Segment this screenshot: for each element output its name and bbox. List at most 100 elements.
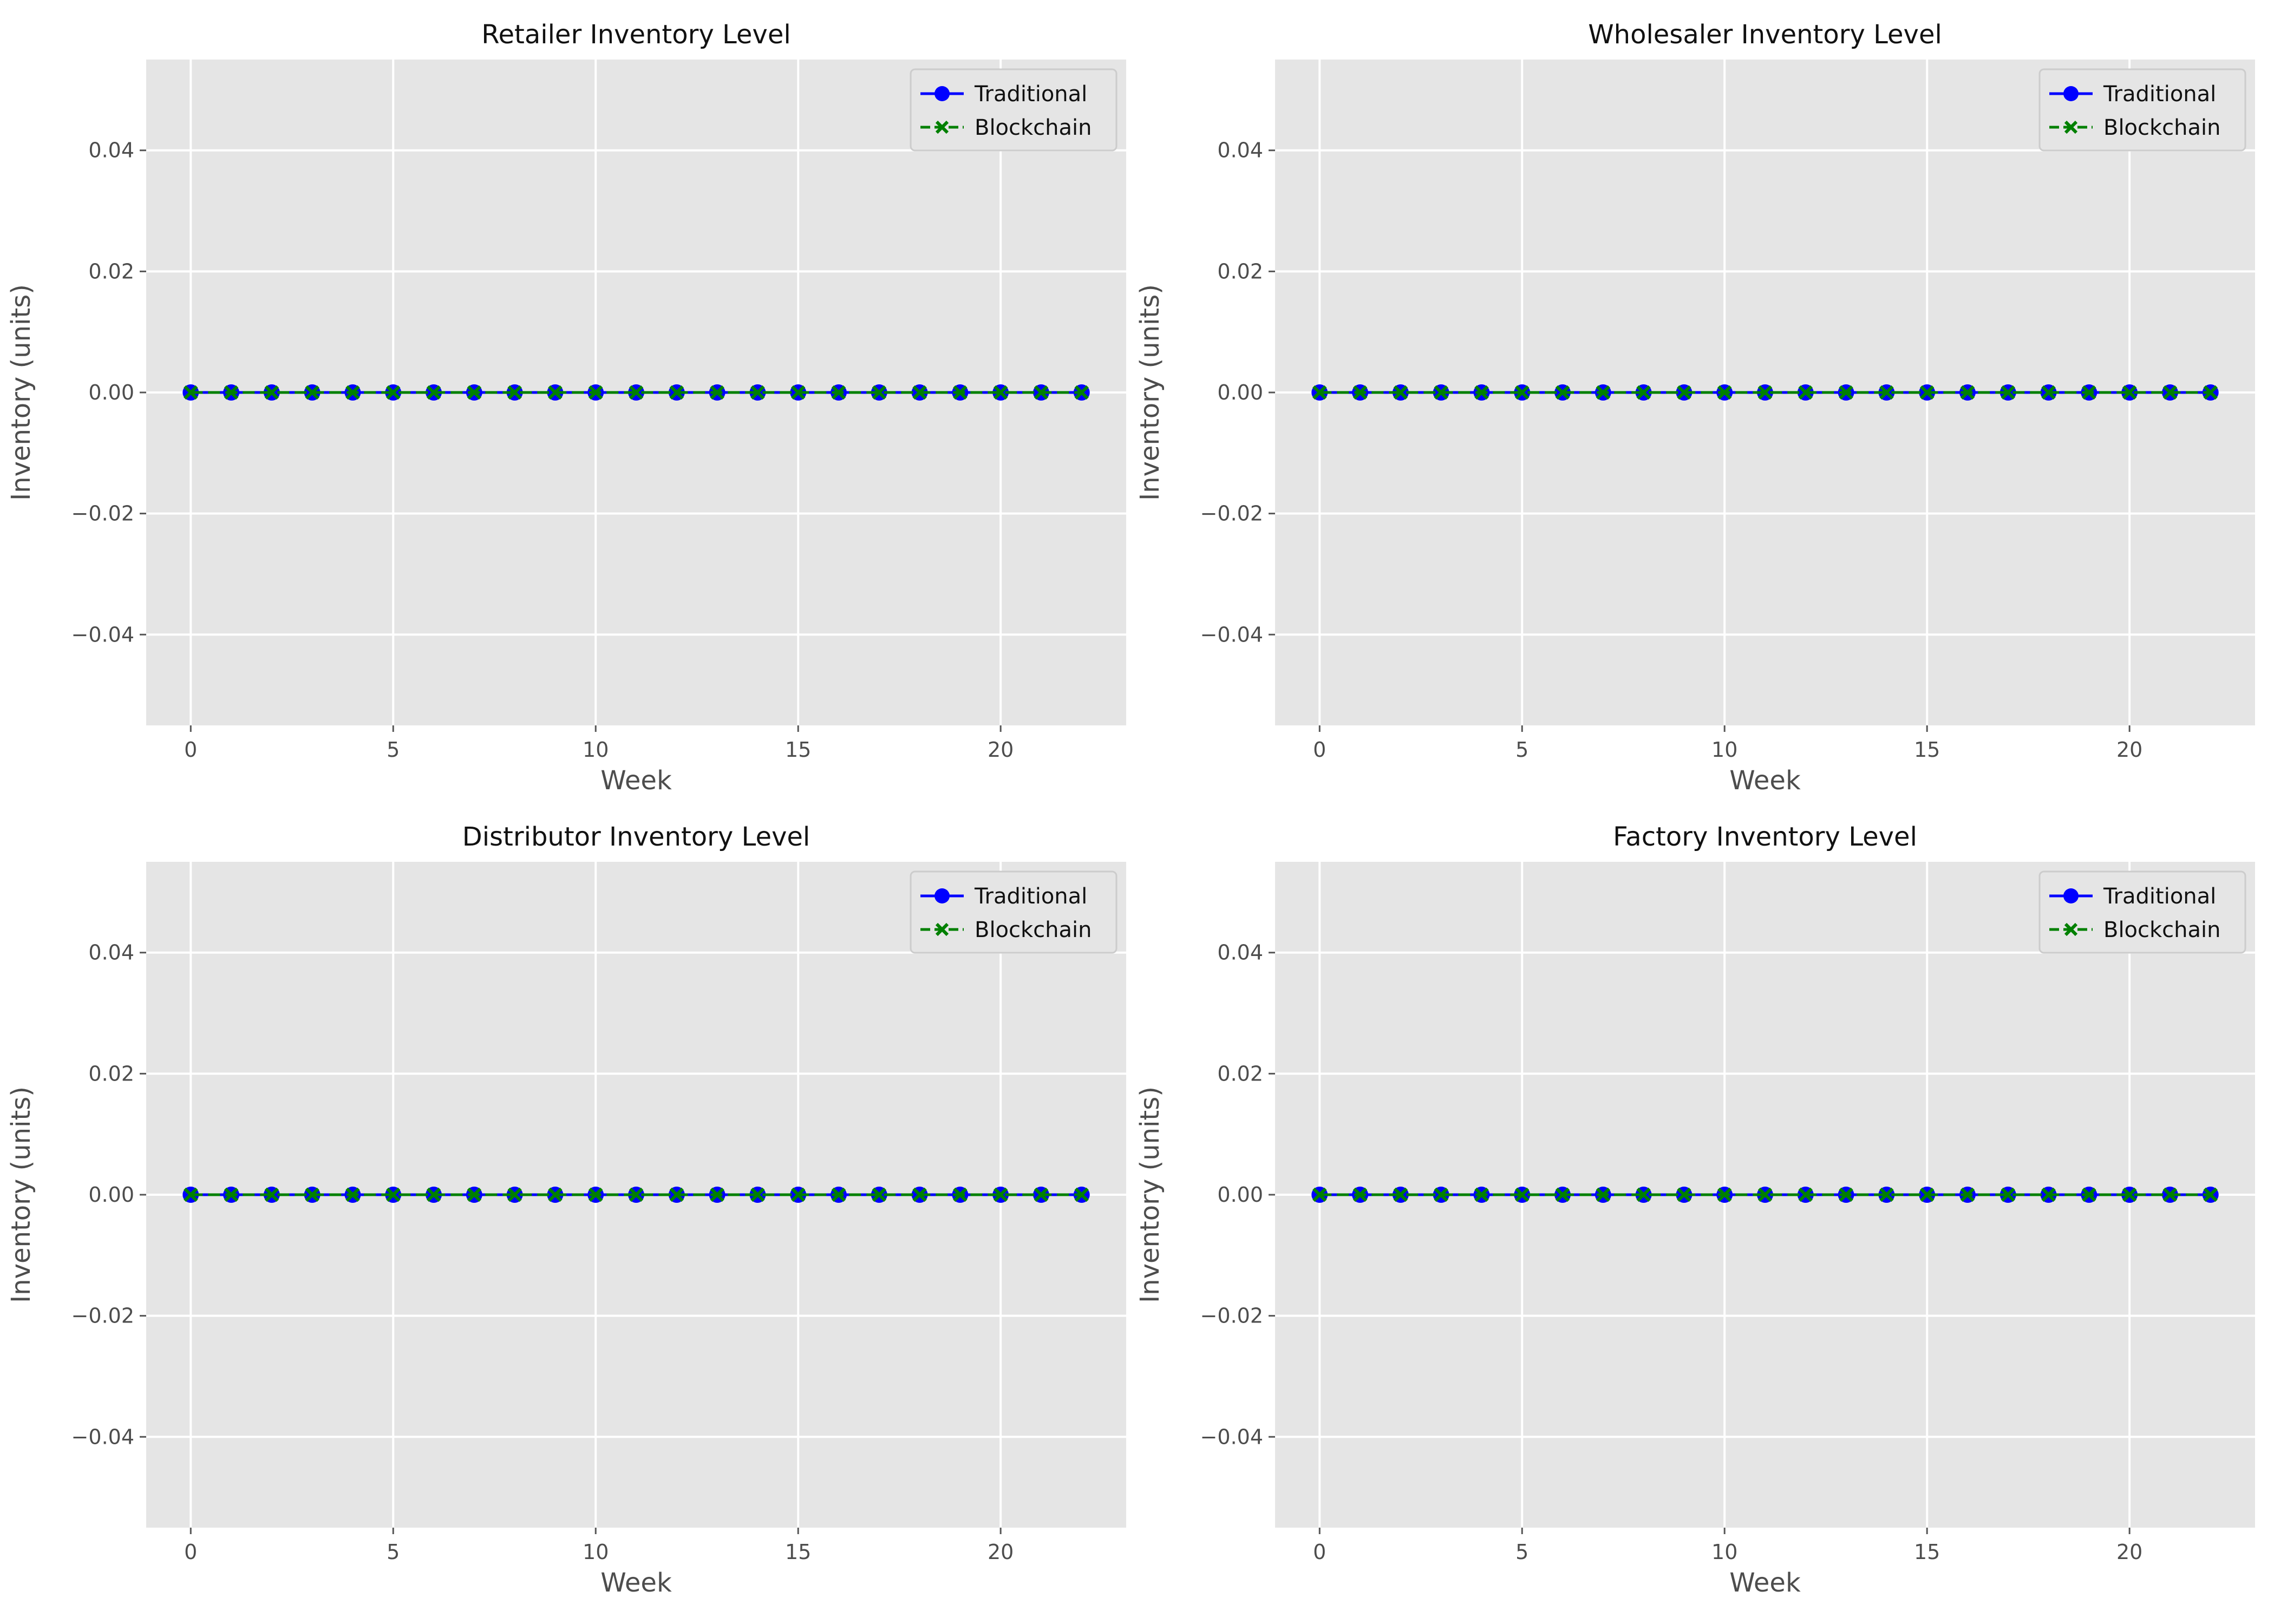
data-point-blockchain	[1352, 1187, 1368, 1202]
data-point-blockchain	[1960, 385, 1975, 400]
legend-label: Traditional	[2103, 82, 2216, 107]
chart-title: Wholesaler Inventory Level	[1588, 19, 1942, 50]
data-point-blockchain	[953, 385, 968, 400]
data-point-blockchain	[467, 385, 481, 400]
x-tick-label: 5	[1515, 738, 1528, 762]
y-tick-label: 0.00	[1217, 1183, 1263, 1207]
data-point-blockchain	[1074, 385, 1089, 400]
y-axis-label: Inventory (units)	[6, 284, 36, 501]
x-tick-label: 15	[785, 738, 811, 762]
data-point-blockchain	[386, 385, 401, 400]
y-tick-label: −0.02	[71, 502, 134, 526]
data-point-blockchain	[710, 385, 724, 400]
data-point-blockchain	[1074, 1187, 1089, 1202]
y-axis-label: Inventory (units)	[1135, 284, 1165, 501]
x-tick-label: 15	[785, 1540, 811, 1564]
data-point-blockchain	[710, 1187, 724, 1202]
legend-marker-blockchain	[935, 922, 949, 937]
y-tick-label: 0.02	[1217, 259, 1263, 283]
x-tick-label: 10	[1711, 1540, 1737, 1564]
data-point-blockchain	[264, 385, 279, 400]
y-tick-label: 0.02	[88, 1062, 134, 1085]
data-point-blockchain	[1960, 1187, 1975, 1202]
data-point-blockchain	[589, 1187, 603, 1202]
data-point-blockchain	[2001, 1187, 2015, 1202]
x-axis-label: Week	[1729, 1568, 1801, 1598]
legend: Traditional Blockchain	[910, 870, 1118, 954]
data-point-blockchain	[184, 1187, 198, 1202]
data-point-blockchain	[1839, 385, 1853, 400]
data-point-blockchain	[305, 385, 319, 400]
y-tick-label: 0.04	[1217, 139, 1263, 162]
data-point-blockchain	[1555, 385, 1570, 400]
data-point-blockchain	[629, 1187, 644, 1202]
y-tick-label: 0.02	[88, 259, 134, 283]
legend-label: Blockchain	[2103, 918, 2221, 942]
data-point-blockchain	[912, 385, 927, 400]
x-axis-label: Week	[600, 1568, 672, 1598]
data-point-blockchain	[1393, 385, 1408, 400]
y-tick-label: −0.02	[1200, 502, 1263, 526]
data-point-blockchain	[1555, 1187, 1570, 1202]
data-point-blockchain	[184, 385, 198, 400]
data-point-blockchain	[1920, 385, 1935, 400]
y-tick-label: −0.02	[1200, 1304, 1263, 1328]
x-tick-label: 20	[2116, 738, 2142, 762]
legend-marker-blockchain	[935, 120, 949, 134]
data-point-blockchain	[1312, 1187, 1327, 1202]
data-point-blockchain	[2041, 1187, 2056, 1202]
data-point-blockchain	[791, 385, 806, 400]
chart-title: Distributor Inventory Level	[462, 822, 811, 852]
data-point-blockchain	[1596, 1187, 1610, 1202]
data-point-blockchain	[1879, 385, 1894, 400]
data-point-blockchain	[305, 1187, 319, 1202]
x-tick-label: 20	[988, 1540, 1014, 1564]
legend-marker-traditional	[2063, 86, 2079, 101]
data-point-blockchain	[1677, 385, 1691, 400]
data-point-blockchain	[2082, 1187, 2096, 1202]
data-point-blockchain	[1474, 385, 1489, 400]
data-point-blockchain	[872, 1187, 886, 1202]
x-axis-label: Week	[1729, 765, 1801, 796]
legend-label: Traditional	[974, 82, 1087, 107]
x-tick-label: 15	[1914, 1540, 1940, 1564]
legend-label: Blockchain	[2103, 115, 2221, 140]
data-point-blockchain	[1717, 1187, 1732, 1202]
legend-box	[2038, 68, 2246, 152]
x-tick-label: 10	[1711, 738, 1737, 762]
data-point-blockchain	[224, 1187, 239, 1202]
legend-box	[910, 68, 1118, 152]
x-tick-label: 0	[1313, 738, 1326, 762]
data-point-blockchain	[912, 1187, 927, 1202]
data-point-blockchain	[345, 385, 360, 400]
data-point-blockchain	[2041, 385, 2056, 400]
data-point-blockchain	[2162, 1187, 2178, 1202]
legend-marker-traditional	[935, 888, 950, 903]
y-tick-label: 0.04	[88, 139, 134, 162]
data-point-blockchain	[507, 1187, 522, 1202]
data-point-blockchain	[1757, 1187, 1773, 1202]
x-tick-label: 5	[387, 738, 400, 762]
data-point-blockchain	[1434, 385, 1448, 400]
y-tick-label: 0.00	[88, 1183, 134, 1207]
data-point-blockchain	[1034, 385, 1049, 400]
data-point-blockchain	[1757, 385, 1773, 400]
legend-marker-blockchain	[2064, 120, 2078, 134]
y-tick-label: −0.02	[71, 1304, 134, 1328]
data-point-blockchain	[1636, 385, 1651, 400]
x-tick-label: 0	[184, 1540, 197, 1564]
data-point-blockchain	[669, 1187, 684, 1202]
x-tick-label: 0	[184, 738, 197, 762]
y-axis-label: Inventory (units)	[1135, 1086, 1165, 1303]
y-tick-label: 0.00	[1217, 381, 1263, 404]
x-tick-label: 10	[583, 738, 609, 762]
data-point-blockchain	[1312, 385, 1327, 400]
data-point-blockchain	[750, 385, 765, 400]
data-point-blockchain	[426, 385, 441, 400]
data-point-blockchain	[2203, 1187, 2218, 1202]
y-tick-label: 0.02	[1217, 1062, 1263, 1085]
y-tick-label: −0.04	[1200, 623, 1263, 646]
y-axis-label: Inventory (units)	[6, 1086, 36, 1303]
data-point-blockchain	[1474, 1187, 1489, 1202]
